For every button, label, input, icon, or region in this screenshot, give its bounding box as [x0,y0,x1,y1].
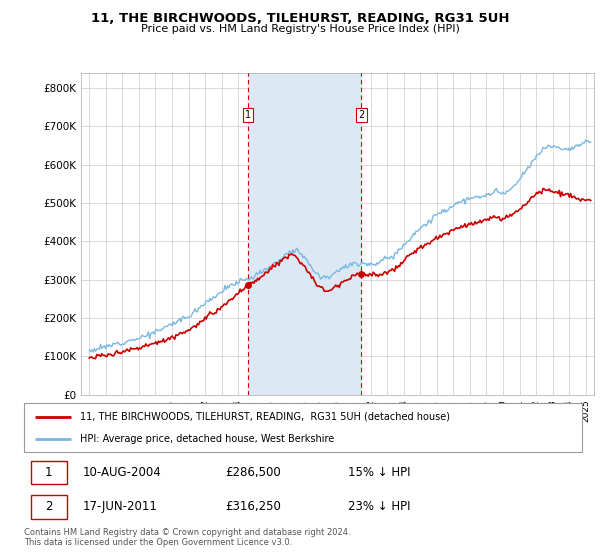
Text: 17-JUN-2011: 17-JUN-2011 [83,501,157,514]
Text: 11, THE BIRCHWOODS, TILEHURST, READING,  RG31 5UH (detached house): 11, THE BIRCHWOODS, TILEHURST, READING, … [80,412,450,422]
Text: Contains HM Land Registry data © Crown copyright and database right 2024.
This d: Contains HM Land Registry data © Crown c… [24,528,350,548]
Bar [31,461,67,484]
Text: 15% ↓ HPI: 15% ↓ HPI [347,466,410,479]
Text: 1: 1 [45,466,53,479]
Text: 11, THE BIRCHWOODS, TILEHURST, READING, RG31 5UH: 11, THE BIRCHWOODS, TILEHURST, READING, … [91,12,509,25]
Text: 2: 2 [358,110,365,120]
Text: HPI: Average price, detached house, West Berkshire: HPI: Average price, detached house, West… [80,434,334,444]
Text: Price paid vs. HM Land Registry's House Price Index (HPI): Price paid vs. HM Land Registry's House … [140,24,460,34]
Text: 10-AUG-2004: 10-AUG-2004 [83,466,161,479]
Bar [31,496,67,519]
Text: 1: 1 [245,110,251,120]
Text: 23% ↓ HPI: 23% ↓ HPI [347,501,410,514]
Text: £286,500: £286,500 [225,466,281,479]
Text: £316,250: £316,250 [225,501,281,514]
Bar [248,73,361,395]
Text: 2: 2 [45,501,53,514]
